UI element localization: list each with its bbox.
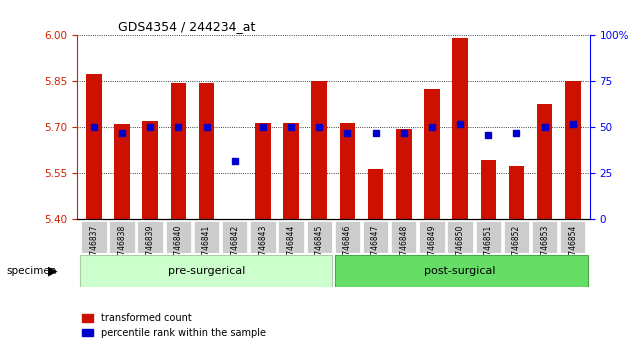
Bar (537, 104, 553, 219)
FancyBboxPatch shape (250, 221, 276, 253)
Bar (509, 166, 524, 219)
FancyBboxPatch shape (81, 221, 106, 253)
Text: GSM746838: GSM746838 (117, 224, 126, 271)
FancyBboxPatch shape (363, 221, 388, 253)
Text: GSM746849: GSM746849 (428, 224, 437, 271)
FancyBboxPatch shape (222, 221, 247, 253)
FancyBboxPatch shape (391, 221, 417, 253)
FancyBboxPatch shape (79, 255, 332, 287)
FancyBboxPatch shape (165, 221, 191, 253)
Text: GSM746853: GSM746853 (540, 224, 549, 271)
Text: GSM746854: GSM746854 (569, 224, 578, 271)
Text: GSM746852: GSM746852 (512, 224, 521, 271)
Text: GDS4354 / 244234_at: GDS4354 / 244234_at (118, 20, 255, 33)
Bar (396, 129, 412, 219)
Bar (255, 123, 271, 219)
FancyBboxPatch shape (138, 221, 163, 253)
Text: GSM746842: GSM746842 (230, 224, 239, 271)
Text: GSM746841: GSM746841 (202, 224, 211, 271)
FancyBboxPatch shape (335, 255, 588, 287)
Bar (199, 83, 214, 219)
Text: GSM746843: GSM746843 (258, 224, 267, 271)
Text: GSM746844: GSM746844 (287, 224, 296, 271)
Bar (453, 39, 468, 219)
FancyBboxPatch shape (532, 221, 557, 253)
Bar (565, 81, 581, 219)
Bar (340, 123, 355, 219)
FancyBboxPatch shape (560, 221, 585, 253)
Text: GSM746840: GSM746840 (174, 224, 183, 271)
Text: specimen: specimen (6, 266, 57, 276)
Text: GSM746851: GSM746851 (484, 224, 493, 271)
Bar (312, 81, 327, 219)
Text: pre-surgerical: pre-surgerical (168, 266, 246, 276)
Legend: transformed count, percentile rank within the sample: transformed count, percentile rank withi… (82, 313, 266, 338)
FancyBboxPatch shape (504, 221, 529, 253)
FancyBboxPatch shape (194, 221, 219, 253)
FancyBboxPatch shape (419, 221, 445, 253)
Text: GSM746845: GSM746845 (315, 224, 324, 271)
Bar (114, 124, 129, 219)
Text: GSM746847: GSM746847 (371, 224, 380, 271)
FancyBboxPatch shape (278, 221, 304, 253)
Text: post-surgical: post-surgical (424, 266, 496, 276)
Bar (424, 89, 440, 219)
Bar (368, 169, 383, 219)
Text: GSM746837: GSM746837 (89, 224, 98, 271)
Bar (142, 121, 158, 219)
Bar (86, 74, 101, 219)
FancyBboxPatch shape (306, 221, 332, 253)
FancyBboxPatch shape (335, 221, 360, 253)
Bar (481, 160, 496, 219)
Bar (283, 123, 299, 219)
Text: GSM746846: GSM746846 (343, 224, 352, 271)
FancyBboxPatch shape (447, 221, 473, 253)
FancyBboxPatch shape (110, 221, 135, 253)
Text: GSM746850: GSM746850 (456, 224, 465, 271)
FancyBboxPatch shape (476, 221, 501, 253)
Text: GSM746848: GSM746848 (399, 224, 408, 271)
Bar (171, 83, 186, 219)
Text: GSM746839: GSM746839 (146, 224, 154, 271)
Text: ▶: ▶ (48, 264, 58, 277)
